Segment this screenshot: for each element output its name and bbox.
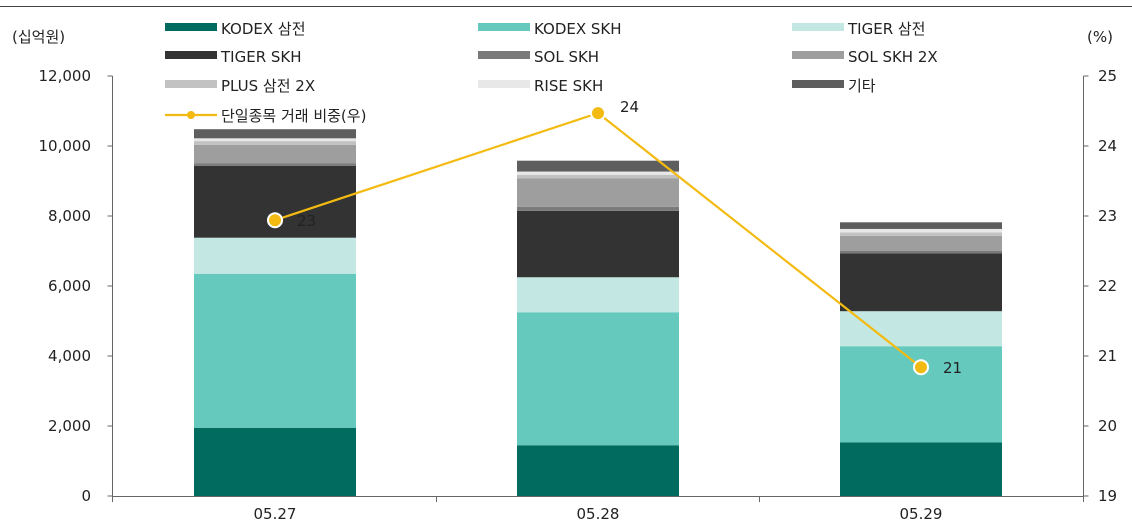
legend-label: 단일종목 거래 비중(우) <box>221 107 366 125</box>
bar-segment <box>517 174 679 179</box>
legend-swatch <box>792 23 844 31</box>
legend-swatch <box>792 80 844 88</box>
line-point <box>590 105 606 122</box>
x-tick-label: 05.29 <box>900 505 943 523</box>
bar-segment <box>517 445 679 496</box>
y-left-tick-label: 4,000 <box>48 347 91 365</box>
bar-segment <box>194 273 356 428</box>
bar-segment <box>840 235 1002 251</box>
legend-label: SOL SKH 2X <box>848 48 938 66</box>
bar-segment <box>194 144 356 164</box>
bar-segment <box>840 228 1002 233</box>
bar-segment <box>517 210 679 278</box>
legend-swatch <box>165 80 217 88</box>
y-left-tick-label: 2,000 <box>48 417 91 435</box>
legend-swatch <box>165 23 217 31</box>
bar-segment <box>194 237 356 274</box>
x-tick-label: 05.28 <box>577 505 620 523</box>
legend-label: SOL SKH <box>534 48 599 66</box>
legend-swatch <box>478 51 530 59</box>
legend-swatch <box>792 51 844 59</box>
legend-label: PLUS 삼전 2X <box>221 77 315 95</box>
bars <box>194 129 1002 496</box>
axes: 02,0004,0006,0008,00010,00012,0001920212… <box>39 67 1118 523</box>
bar-segment <box>840 250 1002 254</box>
bar-segment <box>194 163 356 166</box>
y-right-unit-label: (%) <box>1087 28 1113 46</box>
line-point <box>267 212 283 229</box>
bar-segment <box>194 138 356 142</box>
y-right-tick-label: 25 <box>1098 67 1117 85</box>
y-right-tick-label: 23 <box>1098 207 1117 225</box>
y-right-tick-label: 19 <box>1098 487 1117 505</box>
y-right-tick-label: 24 <box>1098 137 1117 155</box>
line-data-label: 23 <box>297 212 316 230</box>
y-right-tick-label: 20 <box>1098 417 1117 435</box>
y-right-tick-label: 21 <box>1098 347 1117 365</box>
bar-segment <box>517 160 679 172</box>
legend-label: 기타 <box>848 77 876 95</box>
bar-segment <box>517 312 679 446</box>
legend-label: TIGER 삼전 <box>847 20 925 38</box>
bar-segment <box>840 311 1002 347</box>
y-left-tick-label: 10,000 <box>39 137 92 155</box>
legend-label: KODEX 삼전 <box>221 20 306 38</box>
bar-segment <box>840 232 1002 236</box>
x-tick-label: 05.27 <box>254 505 297 523</box>
bar-segment <box>840 442 1002 496</box>
legend-swatch <box>478 23 530 31</box>
legend-line-marker <box>187 111 195 119</box>
legend-label: KODEX SKH <box>534 20 622 38</box>
legend-swatch <box>165 51 217 59</box>
bar-segment <box>194 427 356 496</box>
bar-segment <box>517 178 679 207</box>
bar-segment <box>517 206 679 211</box>
line-data-label: 21 <box>943 359 962 377</box>
legend-label: RISE SKH <box>534 77 603 95</box>
bar-segment <box>517 171 679 175</box>
y-left-tick-label: 12,000 <box>39 67 92 85</box>
bar-segment <box>840 253 1002 312</box>
y-left-tick-label: 6,000 <box>48 277 91 295</box>
line-point <box>913 359 929 376</box>
bar-segment <box>517 277 679 313</box>
legend-label: TIGER SKH <box>220 48 302 66</box>
bar-segment <box>194 129 356 139</box>
bar-segment <box>840 222 1002 229</box>
y-left-tick-label: 0 <box>81 487 91 505</box>
legend-swatch <box>478 80 530 88</box>
line-series: 23 24 21 <box>267 98 962 377</box>
line-data-label: 24 <box>620 98 639 116</box>
bar-segment <box>194 141 356 145</box>
legend: KODEX 삼전 KODEX SKH TIGER 삼전 TIGER SKH SOL SK… <box>165 20 938 125</box>
y-right-tick-label: 22 <box>1098 277 1117 295</box>
y-left-unit-label: (십억원) <box>12 28 65 46</box>
y-left-tick-label: 8,000 <box>48 207 91 225</box>
